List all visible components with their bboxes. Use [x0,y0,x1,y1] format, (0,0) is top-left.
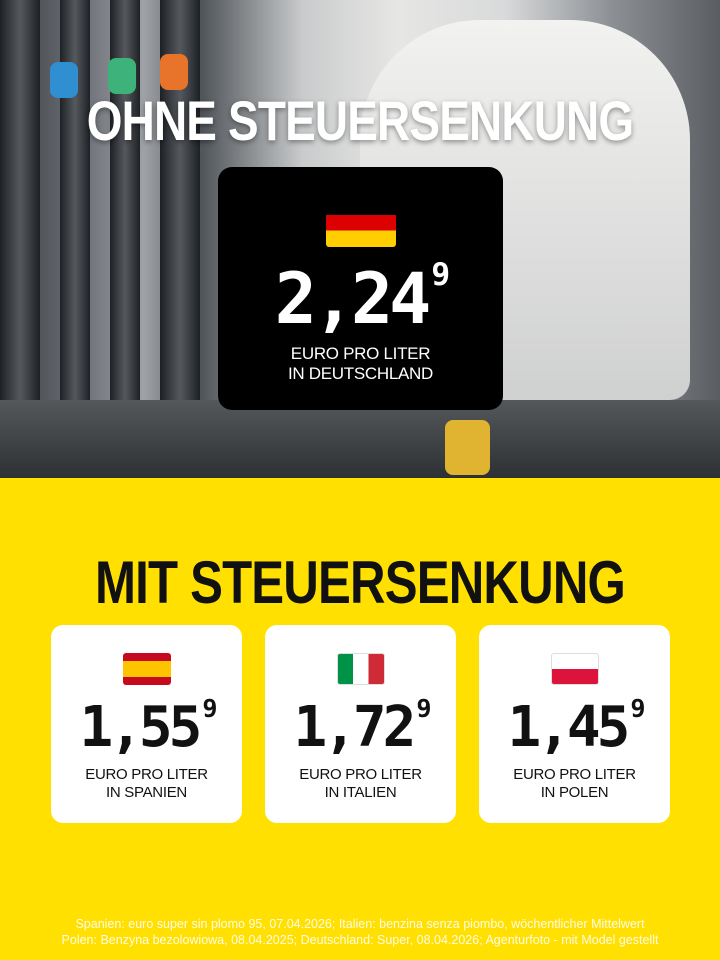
source-footnote: Spanien: euro super sin plomo 95, 07.04.… [0,916,720,948]
footnote-line2: Polen: Benzyna bezolowiowa, 08.04.2025; … [61,933,659,947]
italy-unit-line1: EURO PRO LITER [299,766,422,783]
spain-flag-icon [122,653,171,685]
germany-unit-line2: IN DEUTSCHLAND [287,364,434,383]
spain-price-card: 1,55 9 EURO PRO LITER IN SPANIEN [51,625,242,823]
germany-flag-icon [325,199,396,247]
italy-flag-icon [336,653,385,685]
poland-flag-icon [550,653,599,685]
italy-unit-line2: IN ITALIEN [324,784,397,801]
germany-price: 2,24 9 [274,257,451,340]
headline-with-tax-cut: MIT STEUERSENKUNG [94,549,626,616]
footnote-line1: Spanien: euro super sin plomo 95, 07.04.… [75,917,645,931]
germany-price-card: 2,24 9 EURO PRO LITER IN DEUTSCHLAND [218,167,503,410]
spain-unit-line2: IN SPANIEN [106,784,187,801]
headline-without-tax-cut: OHNE STEUERSENKUNG [86,89,634,152]
poland-unit-line2: IN POLEN [540,784,609,801]
spain-unit-line1: EURO PRO LITER [85,766,208,783]
poland-unit-line1: EURO PRO LITER [513,766,636,783]
poland-price-card: 1,45 9 EURO PRO LITER IN POLEN [479,625,670,823]
italy-price-card: 1,72 9 EURO PRO LITER IN ITALIEN [265,625,456,823]
germany-unit-line1: EURO PRO LITER [290,344,431,363]
